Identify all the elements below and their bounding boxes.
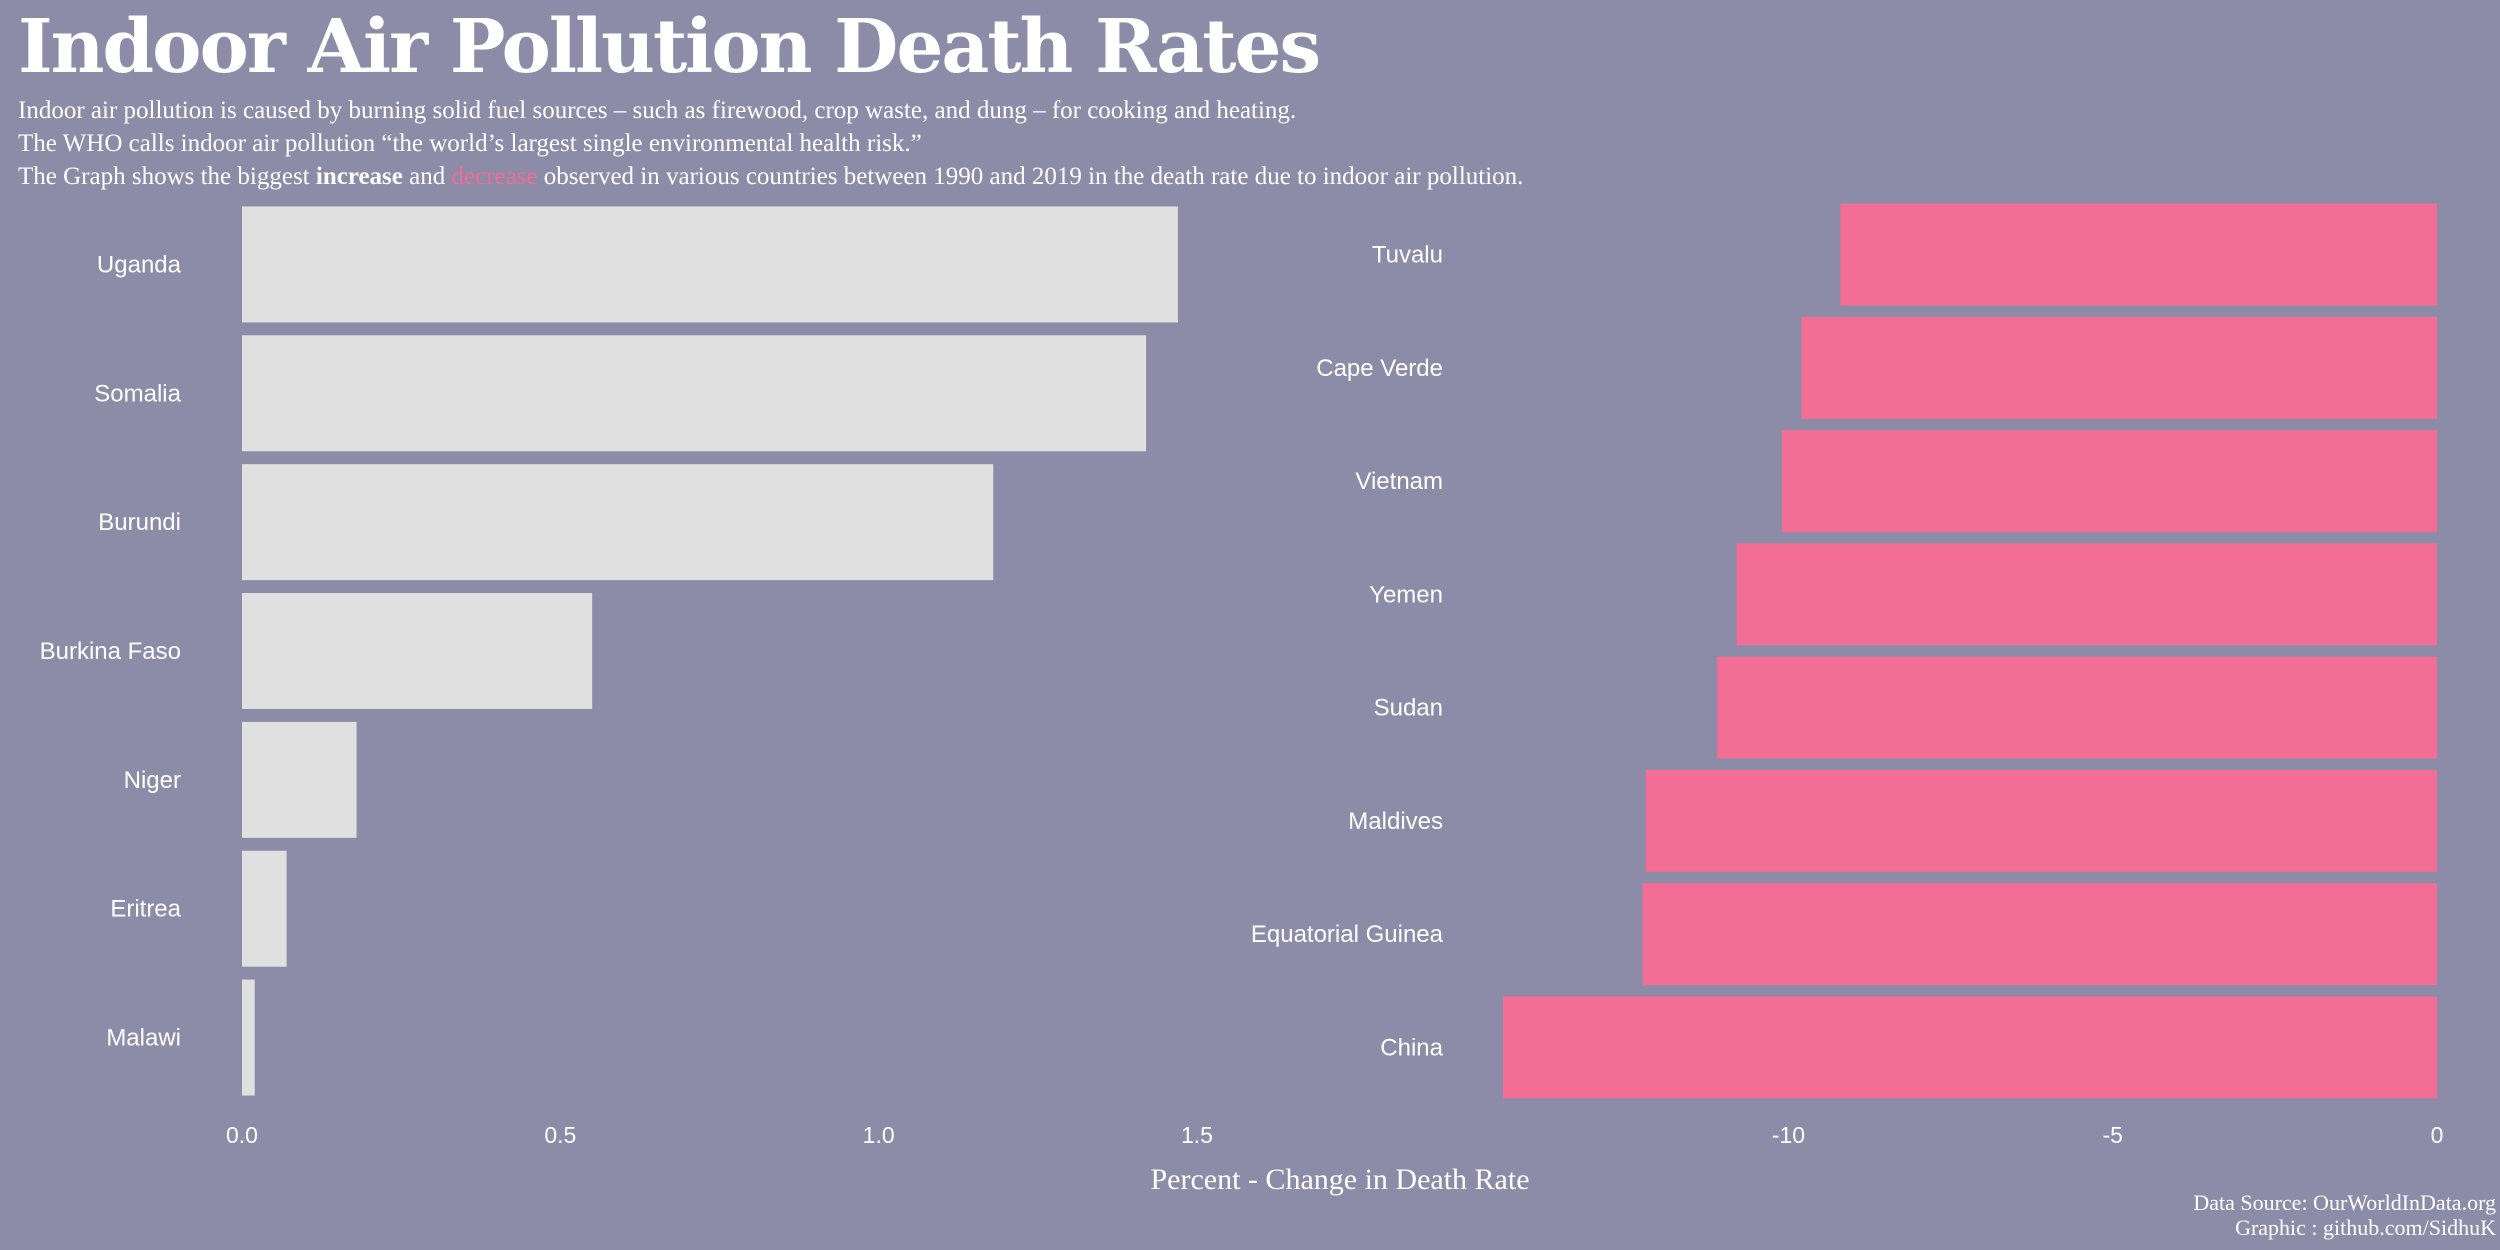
x-tick-label: 0 [2431, 1122, 2444, 1148]
x-tick-label: 1.5 [1181, 1122, 1213, 1148]
category-label: Malawi [106, 1025, 181, 1052]
category-label: Niger [124, 767, 181, 794]
x-tick-label: 0.0 [226, 1122, 258, 1148]
x-axis-label: Percent - Change in Death Rate [1150, 1163, 1529, 1196]
x-tick-label: -5 [2102, 1122, 2122, 1148]
x-tick-label: -10 [1772, 1122, 1805, 1148]
bar-decrease-7 [1642, 883, 2437, 986]
increase-word: increase [315, 163, 403, 190]
category-label: Tuvalu [1372, 242, 1443, 269]
bar-increase-7 [242, 979, 255, 1096]
subtitle-line-3-c: observed in various countries between 19… [537, 163, 1524, 190]
decrease-panel: Tuvalu Cape Verde Vietnam Yemen Sudan Maldive… [1251, 203, 2444, 1148]
increase-panel: Uganda Somalia Burundi Burkina Faso Niger Eri… [40, 206, 1213, 1148]
category-label: Uganda [97, 251, 182, 278]
x-tick-label: 0.5 [544, 1122, 576, 1148]
bar-increase-4 [242, 593, 593, 709]
bar-decrease-6 [1645, 769, 2437, 872]
bar-decrease-1 [1840, 203, 2437, 306]
decrease-word: decrease [451, 163, 538, 190]
chart-subtitle: Indoor air pollution is caused by burnin… [18, 94, 1523, 193]
bar-increase-2 [242, 335, 1147, 452]
bar-increase-6 [242, 850, 287, 967]
subtitle-line-3-b: and [402, 163, 452, 190]
category-label: Somalia [94, 380, 181, 407]
subtitle-line-3: The Graph shows the biggest increase and… [18, 160, 1523, 193]
bar-increase-1 [242, 206, 1178, 323]
source-credit: Data Source: OurWorldInData.org Graphic … [2193, 1190, 2496, 1240]
bar-increase-3 [242, 464, 994, 581]
category-label: China [1380, 1034, 1443, 1061]
category-label: Burkina Faso [40, 638, 181, 665]
x-tick-label: 1.0 [863, 1122, 895, 1148]
category-label: Equatorial Guinea [1251, 921, 1444, 948]
category-label: Yemen [1369, 581, 1443, 608]
bar-decrease-8 [1503, 996, 2437, 1099]
category-label: Vietnam [1355, 468, 1443, 495]
bar-decrease-5 [1717, 656, 2437, 759]
bar-decrease-3 [1781, 430, 2437, 533]
subtitle-line-2: The WHO calls indoor air pollution “the … [18, 130, 922, 157]
bar-increase-5 [242, 721, 357, 838]
subtitle-line-3-a: The Graph shows the biggest [18, 163, 316, 190]
category-label: Cape Verde [1316, 355, 1443, 382]
graphic-credit: Graphic : github.com/SidhuK [2235, 1215, 2496, 1240]
subtitle-line-1: Indoor air pollution is caused by burnin… [18, 97, 1297, 124]
category-label: Maldives [1348, 808, 1443, 835]
category-label: Burundi [98, 509, 181, 536]
bar-decrease-4 [1736, 543, 2437, 646]
data-source: Data Source: OurWorldInData.org [2193, 1190, 2496, 1215]
category-label: Sudan [1374, 695, 1443, 722]
bar-decrease-2 [1801, 316, 2437, 419]
chart-title: Indoor Air Pollution Death Rates [18, 4, 1321, 90]
category-label: Eritrea [110, 896, 181, 923]
